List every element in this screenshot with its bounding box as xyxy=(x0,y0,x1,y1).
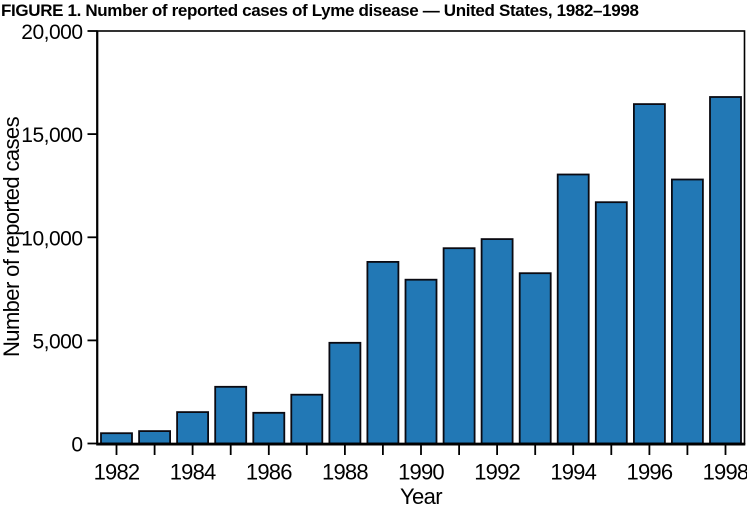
bar-1982 xyxy=(100,432,133,445)
y-tick-label-10000: 10,000 xyxy=(21,227,82,250)
x-tick-label-1984: 1984 xyxy=(170,460,216,485)
figure-title: FIGURE 1. Number of reported cases of Ly… xyxy=(1,1,639,20)
x-axis-title: Year xyxy=(399,484,443,509)
x-tick-label-1992: 1992 xyxy=(474,460,520,485)
bar-1987 xyxy=(290,393,324,445)
bar-1994 xyxy=(556,173,590,445)
bar-1992 xyxy=(480,238,514,445)
bar-1990 xyxy=(404,278,438,445)
bar-1985 xyxy=(214,385,248,445)
bar-1984 xyxy=(176,411,210,445)
bar-1995 xyxy=(594,201,628,445)
y-tick-label-5000: 5,000 xyxy=(32,330,82,353)
bar-1993 xyxy=(518,272,552,445)
bar-1983 xyxy=(138,430,172,445)
x-tick-label-1998: 1998 xyxy=(703,460,747,485)
x-tick-label-1986: 1986 xyxy=(246,460,292,485)
bar-1997 xyxy=(671,178,704,445)
y-tick-label-15000: 15,000 xyxy=(21,124,82,147)
bar-1988 xyxy=(328,341,362,445)
bar-1996 xyxy=(633,103,666,445)
x-tick-label-1996: 1996 xyxy=(627,460,673,485)
x-tick-label-1988: 1988 xyxy=(322,460,368,485)
y-tick-label-0: 0 xyxy=(71,434,82,457)
x-tick-label-1982: 1982 xyxy=(94,460,140,485)
bar-1986 xyxy=(252,411,286,445)
y-tick-label-20000: 20,000 xyxy=(21,21,82,44)
x-tick-label-1990: 1990 xyxy=(398,460,444,485)
bar-1989 xyxy=(366,260,400,445)
x-tick-label-1994: 1994 xyxy=(550,460,596,485)
bar-1998 xyxy=(709,96,742,445)
bar-1991 xyxy=(442,247,476,445)
